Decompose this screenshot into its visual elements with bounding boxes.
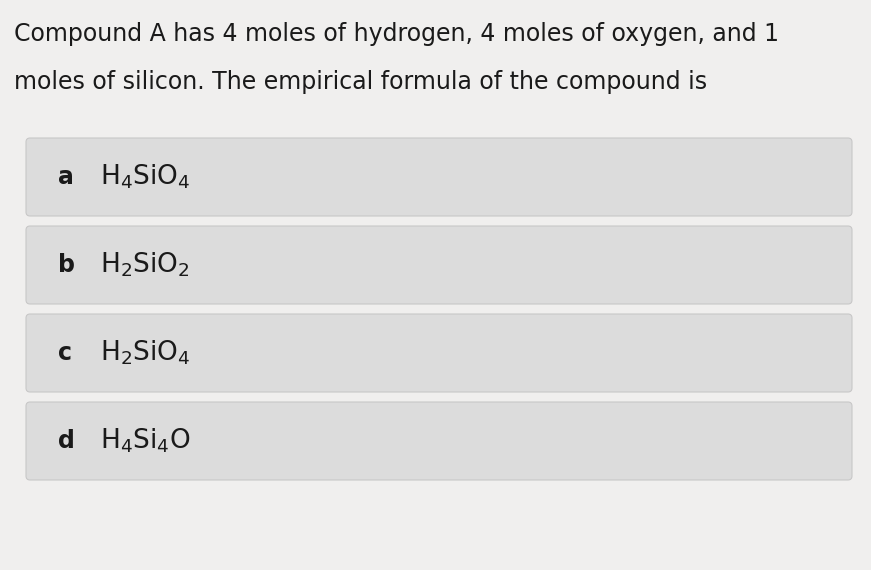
Text: moles of silicon. The empirical formula of the compound is: moles of silicon. The empirical formula … <box>14 70 707 94</box>
Text: Compound A has 4 moles of hydrogen, 4 moles of oxygen, and 1: Compound A has 4 moles of hydrogen, 4 mo… <box>14 22 779 46</box>
Text: b: b <box>58 253 75 277</box>
FancyBboxPatch shape <box>26 138 852 216</box>
Text: H$_4$Si$_4$O: H$_4$Si$_4$O <box>100 427 191 455</box>
Text: H$_4$SiO$_4$: H$_4$SiO$_4$ <box>100 163 191 192</box>
FancyBboxPatch shape <box>26 226 852 304</box>
FancyBboxPatch shape <box>26 402 852 480</box>
Text: c: c <box>58 341 72 365</box>
Text: a: a <box>58 165 74 189</box>
Text: d: d <box>58 429 75 453</box>
FancyBboxPatch shape <box>26 314 852 392</box>
Text: H$_2$SiO$_4$: H$_2$SiO$_4$ <box>100 339 191 367</box>
Text: H$_2$SiO$_2$: H$_2$SiO$_2$ <box>100 251 190 279</box>
